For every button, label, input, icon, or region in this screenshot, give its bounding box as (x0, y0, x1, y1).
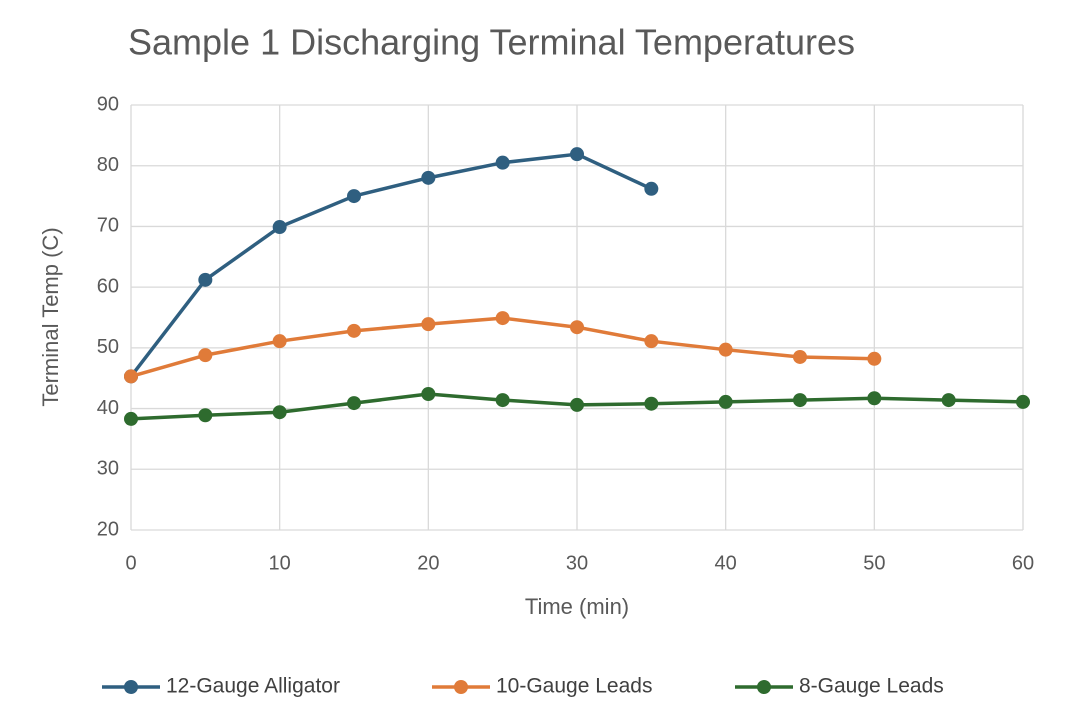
series-line (129, 152, 653, 378)
x-tick-label: 0 (125, 552, 136, 574)
data-point (272, 334, 287, 349)
data-point (421, 387, 436, 401)
y-tick-label: 50 (97, 336, 119, 358)
legend-label: 8-Gauge Leads (799, 675, 944, 698)
data-point (421, 317, 436, 332)
data-point (1016, 394, 1030, 409)
data-point (867, 391, 882, 406)
x-tick-label: 50 (863, 552, 885, 574)
data-point (570, 147, 584, 162)
x-tick-label: 10 (269, 552, 291, 574)
y-tick-label: 90 (97, 93, 119, 115)
x-tick-label: 30 (566, 552, 588, 574)
x-tick-label: 40 (715, 552, 737, 574)
data-point (941, 393, 956, 408)
data-point (644, 334, 659, 349)
data-point (347, 396, 361, 411)
data-point (421, 170, 436, 185)
legend-label: 12-Gauge Alligator (166, 675, 340, 698)
data-point (718, 342, 733, 357)
legend-label: 10-Gauge Leads (496, 675, 652, 698)
x-axis-title: Time (min) (525, 594, 629, 619)
data-point (793, 393, 807, 408)
x-tick-label: 20 (417, 552, 439, 574)
data-point (644, 181, 659, 196)
data-point (198, 408, 213, 423)
data-point (347, 189, 361, 204)
data-point (495, 393, 510, 408)
data-point (495, 155, 510, 170)
y-tick-label: 80 (97, 154, 119, 176)
legend-marker (757, 680, 771, 694)
data-point (198, 272, 213, 287)
chart-title: Sample 1 Discharging Terminal Temperatur… (128, 22, 855, 63)
data-point (347, 323, 361, 338)
y-tick-label: 20 (97, 518, 119, 540)
y-tick-label: 70 (97, 215, 119, 237)
data-point (644, 396, 659, 411)
data-point (495, 311, 510, 326)
data-point (124, 411, 138, 426)
y-tick-label: 40 (97, 397, 119, 419)
legend-marker (454, 680, 468, 694)
data-point (272, 405, 287, 420)
y-tick-label: 30 (97, 458, 119, 480)
data-point (570, 397, 584, 412)
data-point (867, 351, 882, 366)
y-axis-title: Terminal Temp (C) (38, 227, 63, 406)
data-point (198, 348, 213, 363)
data-point (793, 349, 807, 364)
x-tick-label: 60 (1012, 552, 1034, 574)
legend-marker (124, 680, 138, 694)
data-point (272, 220, 287, 235)
data-point (718, 394, 733, 409)
data-point (124, 369, 138, 384)
y-tick-label: 60 (97, 275, 119, 297)
data-point (570, 320, 584, 335)
